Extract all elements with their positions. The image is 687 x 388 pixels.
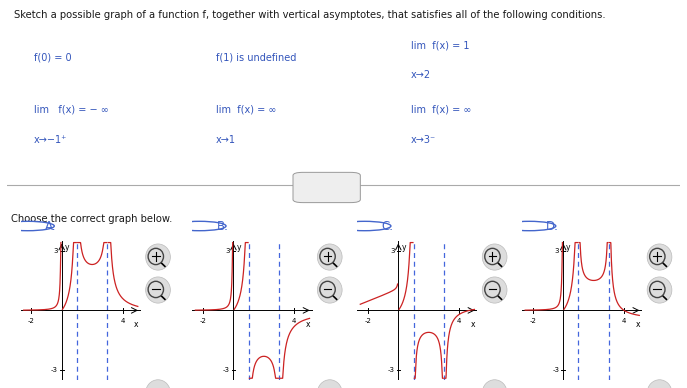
Text: f(1) is undefined: f(1) is undefined: [216, 52, 296, 62]
Text: x→−1⁺: x→−1⁺: [34, 135, 67, 145]
Circle shape: [317, 277, 342, 303]
Text: lim  f(x) = ∞: lim f(x) = ∞: [216, 105, 276, 115]
Text: -2: -2: [200, 319, 207, 324]
Text: 4: 4: [120, 319, 125, 324]
Text: lim  f(x) = ∞: lim f(x) = ∞: [411, 105, 471, 115]
Text: -3: -3: [387, 367, 394, 373]
Text: 3: 3: [225, 248, 229, 253]
Text: Choose the correct graph below.: Choose the correct graph below.: [11, 214, 172, 224]
Circle shape: [647, 380, 672, 388]
Circle shape: [317, 380, 342, 388]
Text: -3: -3: [552, 367, 559, 373]
Text: 3: 3: [54, 248, 58, 253]
Circle shape: [482, 277, 507, 303]
Text: y: y: [401, 242, 406, 251]
Text: x→3⁻: x→3⁻: [411, 135, 436, 145]
Circle shape: [482, 244, 507, 270]
Circle shape: [146, 244, 170, 270]
Text: 4: 4: [457, 319, 462, 324]
Text: ↗: ↗: [489, 386, 500, 388]
FancyBboxPatch shape: [293, 172, 361, 203]
Text: -2: -2: [365, 319, 372, 324]
Circle shape: [647, 244, 672, 270]
Text: 3: 3: [390, 248, 394, 253]
Circle shape: [647, 277, 672, 303]
Text: x: x: [306, 320, 311, 329]
Text: 4: 4: [292, 319, 297, 324]
Text: -3: -3: [51, 367, 58, 373]
Text: -2: -2: [530, 319, 537, 324]
Text: y: y: [236, 242, 241, 251]
Text: x: x: [134, 320, 139, 329]
Text: Sketch a possible graph of a function f, together with vertical asymptotes, that: Sketch a possible graph of a function f,…: [14, 10, 605, 20]
Text: B.: B.: [216, 220, 228, 232]
Text: x→2: x→2: [411, 71, 431, 80]
Circle shape: [482, 380, 507, 388]
Text: lim  f(x) = 1: lim f(x) = 1: [411, 40, 469, 50]
Text: 3: 3: [555, 248, 559, 253]
Text: y: y: [566, 242, 571, 251]
Text: D.: D.: [546, 220, 559, 232]
Circle shape: [317, 244, 342, 270]
Text: x: x: [471, 320, 475, 329]
Circle shape: [146, 380, 170, 388]
Text: x: x: [635, 320, 640, 329]
Text: ↗: ↗: [654, 386, 665, 388]
Text: ↗: ↗: [153, 386, 164, 388]
Text: 4: 4: [622, 319, 627, 324]
Text: f(0) = 0: f(0) = 0: [34, 52, 71, 62]
Text: -2: -2: [28, 319, 35, 324]
Text: ↗: ↗: [324, 386, 335, 388]
Text: -3: -3: [223, 367, 229, 373]
Text: lim   f(x) = − ∞: lim f(x) = − ∞: [34, 105, 109, 115]
Text: x→1: x→1: [216, 135, 236, 145]
Text: y: y: [65, 242, 69, 251]
Circle shape: [146, 277, 170, 303]
Text: •••: •••: [320, 182, 333, 191]
Text: C.: C.: [381, 220, 393, 232]
Text: A.: A.: [45, 220, 56, 232]
